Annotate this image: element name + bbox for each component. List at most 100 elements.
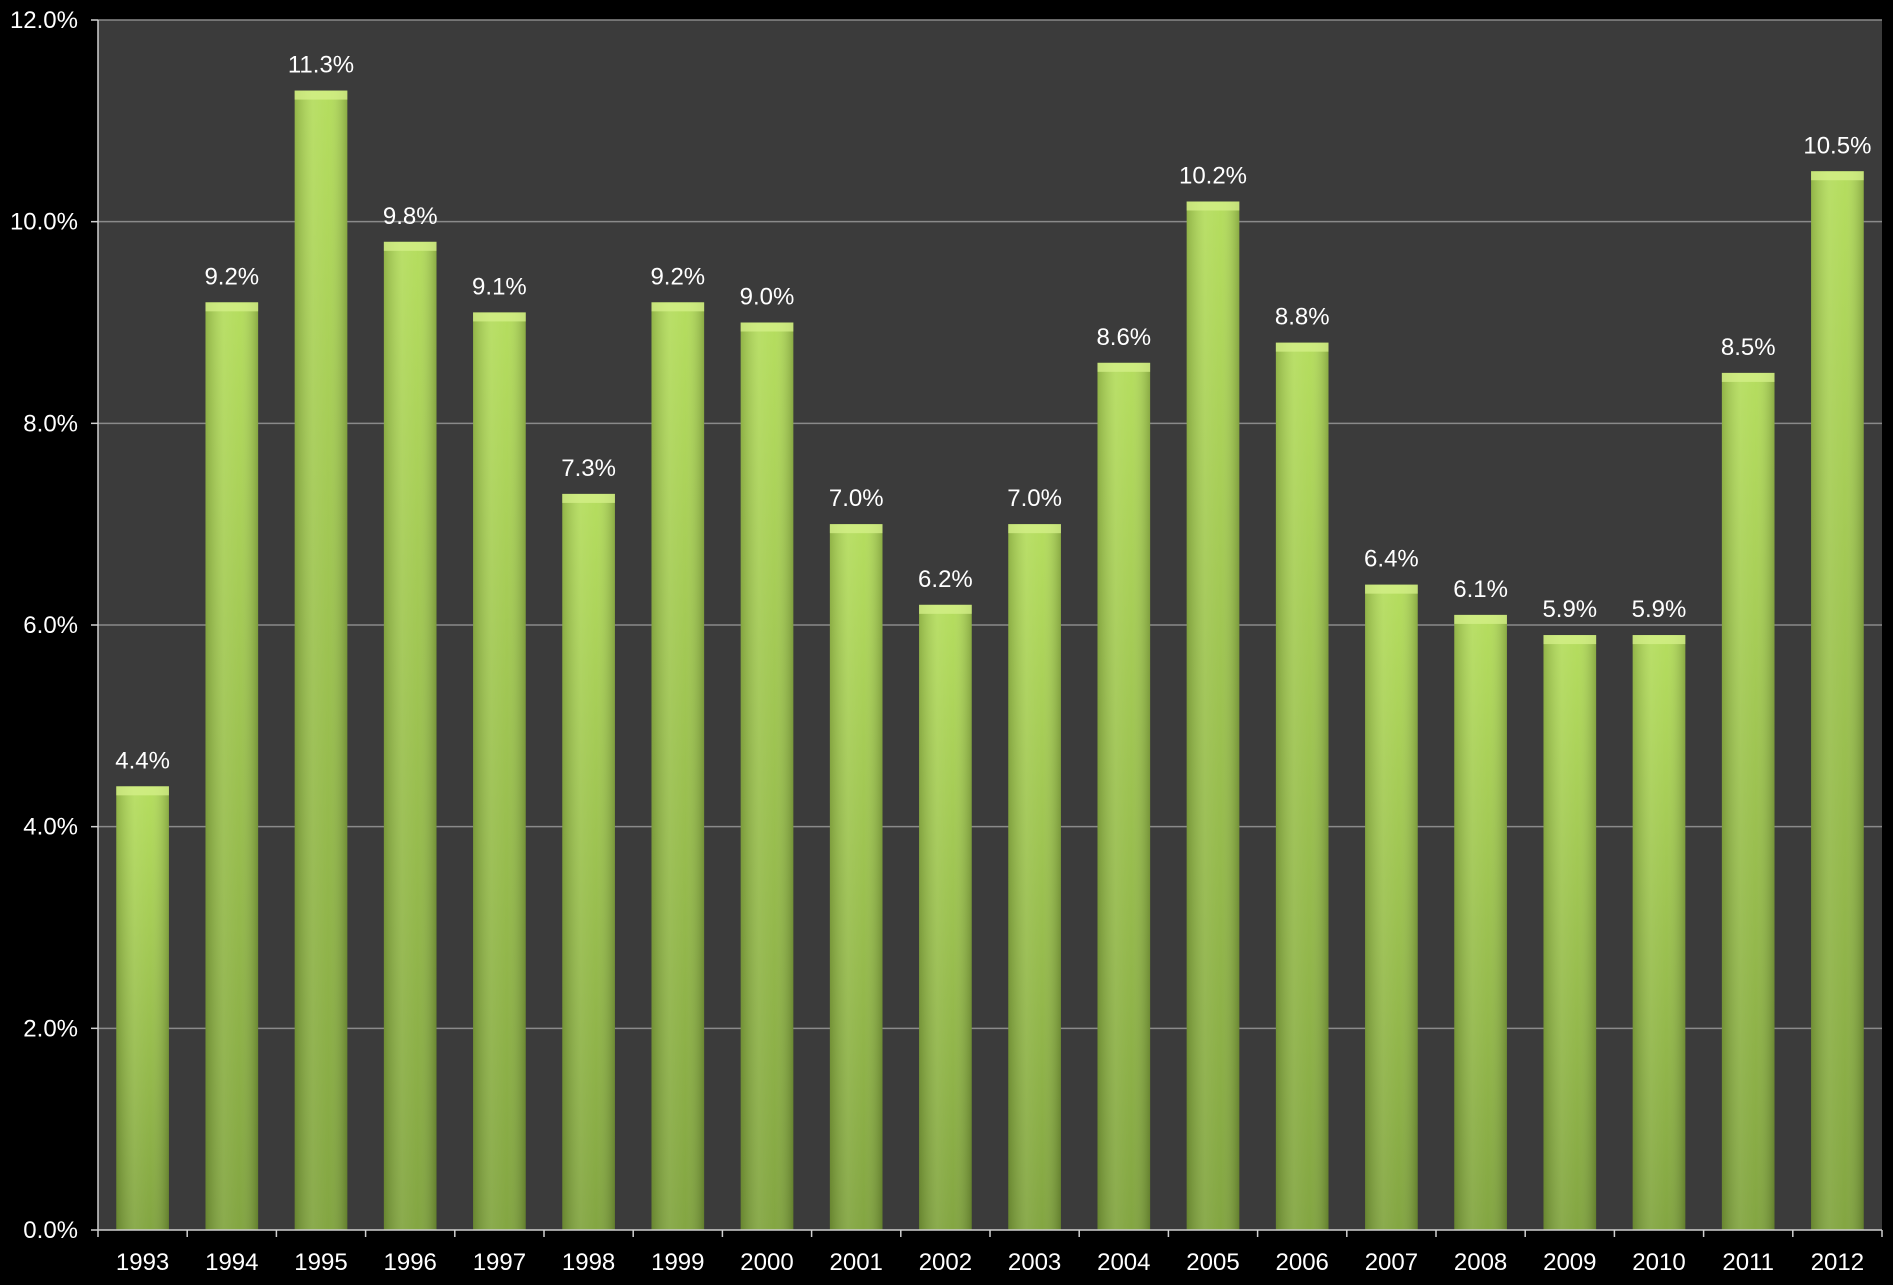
data-label: 9.2% [204,263,259,290]
y-tick-label: 0.0% [23,1217,78,1244]
y-tick-label: 12.0% [10,7,78,34]
data-label: 9.2% [650,263,705,290]
data-label: 5.9% [1632,596,1687,623]
bar-shading [919,604,972,1230]
x-tick-label: 2007 [1365,1249,1418,1276]
bar-top-bevel [116,786,169,796]
bar-top-bevel [383,241,437,251]
bar-shading [1365,584,1418,1230]
bar-shading [1632,635,1686,1230]
bar-group [1811,171,1864,1230]
data-label: 9.8% [383,203,438,230]
x-tick-label: 2002 [919,1249,972,1276]
x-tick-label: 2011 [1722,1249,1774,1276]
x-tick-label: 1993 [116,1249,169,1276]
y-tick-label: 6.0% [23,612,78,639]
bar-shading [205,302,259,1230]
y-tick-label: 10.0% [10,209,78,236]
bar-top-bevel [829,524,883,534]
bar-shading [1275,342,1329,1231]
bar-top-bevel [1632,635,1686,645]
data-label: 8.6% [1096,324,1151,351]
x-tick-label: 1996 [384,1249,437,1276]
bar-top-bevel [1811,171,1864,181]
bars [116,90,1864,1231]
bar-group [383,241,437,1231]
data-label: 7.0% [1007,485,1062,512]
y-tick-label: 2.0% [23,1015,78,1042]
bar-group [1097,362,1151,1230]
bar-top-bevel [919,604,972,614]
data-label: 6.2% [918,566,973,593]
bar-group [1721,372,1775,1231]
bar-group [1186,201,1240,1230]
data-label: 7.3% [561,455,616,482]
x-tick-label: 1999 [651,1249,704,1276]
bar-top-bevel [651,302,705,312]
bar-group [1275,342,1329,1231]
bar-group [1454,614,1507,1230]
x-tick-label: 2005 [1186,1249,1239,1276]
bar-group [919,604,972,1230]
data-label: 8.8% [1275,304,1330,331]
bar-top-bevel [1008,524,1061,534]
x-tick-label: 1995 [294,1249,347,1276]
bar-group [1365,584,1418,1230]
x-tick-label: 2004 [1097,1249,1150,1276]
bar-group [1008,524,1061,1230]
x-tick-label: 2003 [1008,1249,1061,1276]
bar-top-bevel [473,312,526,322]
data-label: 6.1% [1453,576,1508,603]
data-labels: 4.4% 9.2% 11.3% 9.8% 9.1% 7.3% 9.2% 9.0% 7.0% 6.2… [115,52,1871,775]
axes: 0.0% 2.0% 4.0% 6.0% 8.0% 10.0% 12.0% 1993 1994 19… [10,7,1883,1276]
bar-top-bevel [740,322,794,332]
bar-shading [1811,171,1864,1230]
bar-shading [1721,372,1775,1231]
data-label: 11.3% [288,52,354,79]
bar-top-bevel [1275,342,1329,352]
bar-top-bevel [1186,201,1240,211]
bar-top-bevel [562,493,615,503]
x-tick-label: 2000 [740,1249,793,1276]
data-label: 5.9% [1542,596,1597,623]
bar-shading [1097,362,1151,1230]
bar-group [562,493,615,1231]
bar-group [1543,635,1597,1230]
bar-top-bevel [294,90,348,100]
bar-group [116,786,169,1230]
bar-top-bevel [1721,372,1775,382]
data-label: 8.5% [1721,334,1776,361]
bar-shading [562,493,615,1231]
bar-shading [1454,614,1507,1230]
data-label: 10.5% [1803,132,1871,159]
data-label: 10.2% [1179,163,1247,190]
bar-top-bevel [1365,584,1418,594]
bar-shading [740,322,794,1230]
data-label: 6.4% [1364,546,1419,573]
y-tick-label: 8.0% [23,410,78,437]
bar-shading [116,786,169,1230]
data-label: 7.0% [829,485,884,512]
bar-top-bevel [205,302,259,312]
x-tick-label: 2009 [1543,1249,1596,1276]
bar-shading [1008,524,1061,1230]
x-tick-label: 2008 [1454,1249,1507,1276]
bar-group [473,312,526,1231]
bar-group [1632,635,1686,1230]
x-tick-label: 2010 [1632,1249,1685,1276]
bar-shading [829,524,883,1230]
x-tick-label: 2001 [830,1249,883,1276]
data-label: 9.0% [740,284,795,311]
bar-shading [651,302,705,1230]
bar-top-bevel [1454,614,1507,624]
data-label: 4.4% [115,747,170,774]
bar-group [205,302,259,1230]
bar-top-bevel [1543,635,1597,645]
bar-group [740,322,794,1230]
x-tick-label: 1997 [473,1249,526,1276]
bar-group [294,90,348,1230]
bar-group [829,524,883,1230]
x-tick-label: 2012 [1811,1249,1864,1276]
